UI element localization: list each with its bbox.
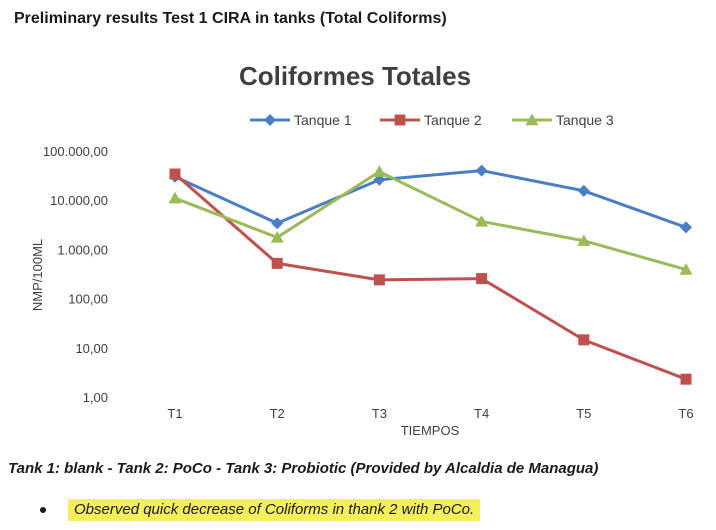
data-point-s1-T5: [577, 184, 590, 197]
bullet-icon: [40, 507, 46, 513]
y-tick-label: 10.000,00: [50, 193, 108, 208]
data-point-s1-T2: [271, 217, 284, 230]
x-tick-label: T5: [576, 406, 591, 421]
series-line-3: [174, 170, 687, 271]
data-point-s1-T4: [475, 164, 488, 177]
observation-bullet: Observed quick decrease of Coliforms in …: [40, 499, 481, 521]
x-tick-label: T2: [270, 406, 285, 421]
y-tick-label: 10,00: [75, 341, 108, 356]
series-line-2: [174, 172, 687, 381]
legend-marker-2: [394, 114, 406, 126]
legend-label-3: Tanque 3: [556, 112, 614, 128]
tanks-note: Tank 1: blank - Tank 2: PoCo - Tank 3: P…: [8, 460, 599, 477]
data-point-s3-T6: [679, 263, 693, 275]
y-tick-label: 100.000,00: [43, 144, 108, 159]
legend-label-1: Tanque 1: [294, 112, 352, 128]
page-title: Preliminary results Test 1 CIRA in tanks…: [14, 10, 447, 27]
chart-container: Coliformes Totales Tanque 1 Tanque 2 Tanque…: [0, 40, 716, 450]
legend-label-2: Tanque 2: [424, 112, 482, 128]
series-line-1: [174, 169, 687, 229]
y-axis-title: NMP/100ML: [30, 239, 45, 311]
data-point-s3-T1: [168, 191, 182, 204]
x-tick-label: T3: [372, 406, 387, 421]
data-point-s3-T3: [372, 165, 386, 177]
y-tick-label: 1,00: [83, 390, 108, 405]
y-tick-label: 100,00: [68, 292, 108, 307]
data-point-s1-T6: [680, 221, 692, 234]
line-chart: Coliformes Totales Tanque 1 Tanque 2 Tanque…: [30, 61, 694, 438]
observation-text: Observed quick decrease of Coliforms in …: [68, 499, 481, 521]
data-point-s2-T6: [680, 373, 692, 385]
x-tick-label: T6: [678, 406, 693, 421]
data-point-s3-T2: [270, 230, 284, 243]
x-axis-title: TIEMPOS: [401, 423, 460, 438]
data-point-s2-T3: [373, 274, 385, 286]
data-point-s2-T2: [271, 257, 283, 269]
chart-title: Coliformes Totales: [239, 61, 471, 91]
x-tick-label: T1: [167, 406, 182, 421]
legend-marker-1: [264, 114, 276, 126]
data-point-s2-T4: [476, 273, 488, 285]
x-tick-label: T4: [474, 406, 489, 421]
data-point-s3-T4: [475, 214, 489, 227]
data-point-s3-T5: [577, 234, 591, 246]
data-point-s2-T5: [578, 334, 590, 346]
y-tick-label: 1.000,00: [57, 242, 108, 257]
data-point-s2-T1: [169, 168, 181, 180]
legend-marker-3: [525, 113, 539, 126]
